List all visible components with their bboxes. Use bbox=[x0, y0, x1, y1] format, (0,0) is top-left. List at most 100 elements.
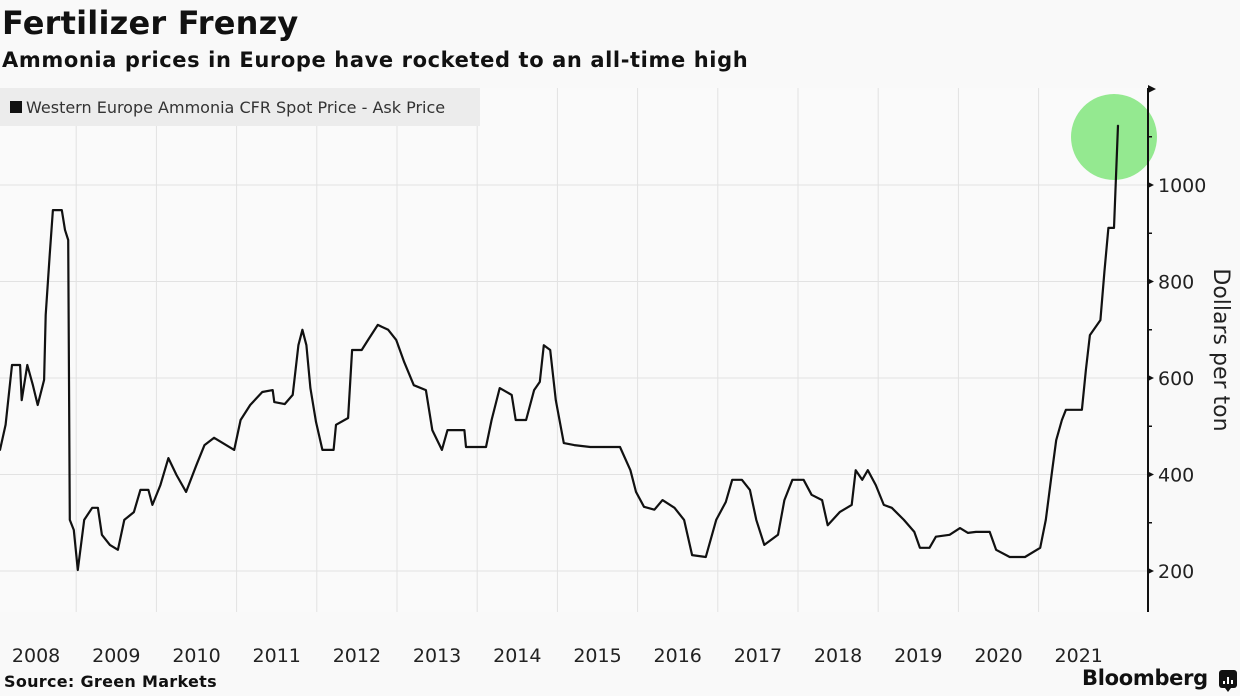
data-point bbox=[661, 499, 664, 501]
data-point bbox=[77, 569, 79, 571]
source-note: Source: Green Markets bbox=[4, 672, 217, 691]
data-point bbox=[0, 449, 1, 451]
y-tick-label: 800 bbox=[1158, 272, 1194, 294]
data-point bbox=[1071, 409, 1073, 411]
brand-logo: Bloomberg bbox=[1082, 666, 1208, 690]
data-point bbox=[387, 329, 389, 331]
data-point bbox=[97, 507, 99, 509]
data-point bbox=[292, 394, 294, 396]
data-point bbox=[67, 239, 69, 241]
series-layer bbox=[0, 124, 1120, 572]
data-point bbox=[539, 381, 541, 383]
x-tick-label: 2020 bbox=[974, 645, 1022, 667]
data-point bbox=[335, 424, 337, 426]
data-point bbox=[725, 501, 727, 503]
data-point bbox=[11, 364, 13, 366]
data-point bbox=[919, 547, 921, 549]
highlight-layer bbox=[1071, 94, 1157, 180]
y-major-tick bbox=[1148, 471, 1154, 478]
x-axis-labels: 2008 2009 2010 2011 2012 2013 2014 2015 2016 2017… bbox=[12, 645, 1103, 667]
data-point bbox=[1085, 369, 1087, 371]
data-point bbox=[26, 364, 28, 366]
data-point bbox=[827, 524, 829, 526]
x-tick-label: 2015 bbox=[573, 645, 621, 667]
y-major-tick bbox=[1148, 375, 1154, 381]
x-tick-label: 2016 bbox=[654, 645, 702, 667]
data-point bbox=[555, 399, 557, 401]
data-point bbox=[928, 547, 931, 549]
data-point bbox=[465, 446, 467, 448]
plot-background bbox=[0, 88, 1148, 612]
data-point bbox=[635, 491, 637, 493]
data-point bbox=[749, 489, 751, 491]
x-tick-label: 2017 bbox=[734, 645, 782, 667]
data-point bbox=[1051, 469, 1053, 471]
y-axis-arrow bbox=[1148, 85, 1156, 93]
data-point bbox=[515, 419, 517, 421]
data-point bbox=[875, 484, 877, 486]
data-point bbox=[315, 421, 317, 423]
data-point bbox=[1065, 409, 1067, 411]
grid-lines bbox=[0, 88, 1148, 612]
data-point bbox=[284, 403, 286, 405]
data-point bbox=[233, 449, 235, 451]
data-point bbox=[403, 361, 405, 363]
y-tick-label: 1000 bbox=[1158, 175, 1206, 197]
data-point bbox=[653, 509, 656, 511]
data-point bbox=[1107, 227, 1109, 229]
data-point bbox=[309, 387, 311, 389]
data-point bbox=[203, 444, 206, 446]
data-point bbox=[64, 229, 66, 231]
legend-label: Western Europe Ammonia CFR Spot Price - … bbox=[26, 97, 446, 117]
data-point bbox=[525, 419, 527, 421]
y-tick-label: 200 bbox=[1158, 561, 1194, 583]
data-point bbox=[861, 479, 863, 481]
data-point bbox=[139, 489, 141, 491]
data-point bbox=[69, 519, 71, 521]
data-point bbox=[261, 391, 263, 393]
data-point bbox=[446, 429, 449, 431]
data-point bbox=[1045, 519, 1047, 521]
data-point bbox=[705, 556, 707, 558]
data-point bbox=[43, 379, 45, 381]
y-tick-label: 600 bbox=[1158, 368, 1194, 390]
data-point bbox=[975, 531, 977, 533]
data-point bbox=[297, 344, 299, 346]
data-point bbox=[491, 419, 493, 421]
data-point bbox=[37, 404, 39, 406]
data-point bbox=[935, 536, 937, 538]
data-point bbox=[185, 491, 187, 493]
data-point bbox=[19, 364, 21, 366]
data-point bbox=[272, 389, 274, 391]
data-point bbox=[147, 489, 149, 491]
data-point bbox=[839, 511, 841, 513]
data-point bbox=[133, 511, 135, 513]
data-point bbox=[167, 457, 170, 459]
data-point bbox=[361, 349, 363, 351]
data-point bbox=[195, 464, 198, 466]
data-point bbox=[989, 531, 991, 533]
data-point bbox=[45, 314, 47, 316]
data-point bbox=[1113, 227, 1115, 229]
data-point bbox=[511, 394, 513, 396]
data-point bbox=[123, 519, 125, 521]
data-point bbox=[101, 534, 103, 536]
data-point bbox=[83, 519, 85, 521]
data-point bbox=[91, 507, 93, 509]
data-point bbox=[533, 389, 535, 391]
data-point bbox=[967, 532, 969, 534]
data-point bbox=[1055, 439, 1057, 441]
data-point bbox=[783, 499, 785, 501]
data-point bbox=[573, 444, 575, 446]
data-point bbox=[1081, 409, 1083, 411]
legend: Western Europe Ammonia CFR Spot Price - … bbox=[0, 88, 480, 126]
data-point bbox=[175, 474, 178, 476]
x-tick-label: 2008 bbox=[12, 645, 60, 667]
data-point bbox=[151, 504, 153, 506]
data-point bbox=[21, 399, 23, 401]
legend-swatch bbox=[10, 101, 22, 113]
data-point bbox=[811, 494, 813, 496]
data-point bbox=[883, 504, 885, 506]
data-point bbox=[413, 384, 415, 386]
data-point bbox=[109, 544, 111, 546]
